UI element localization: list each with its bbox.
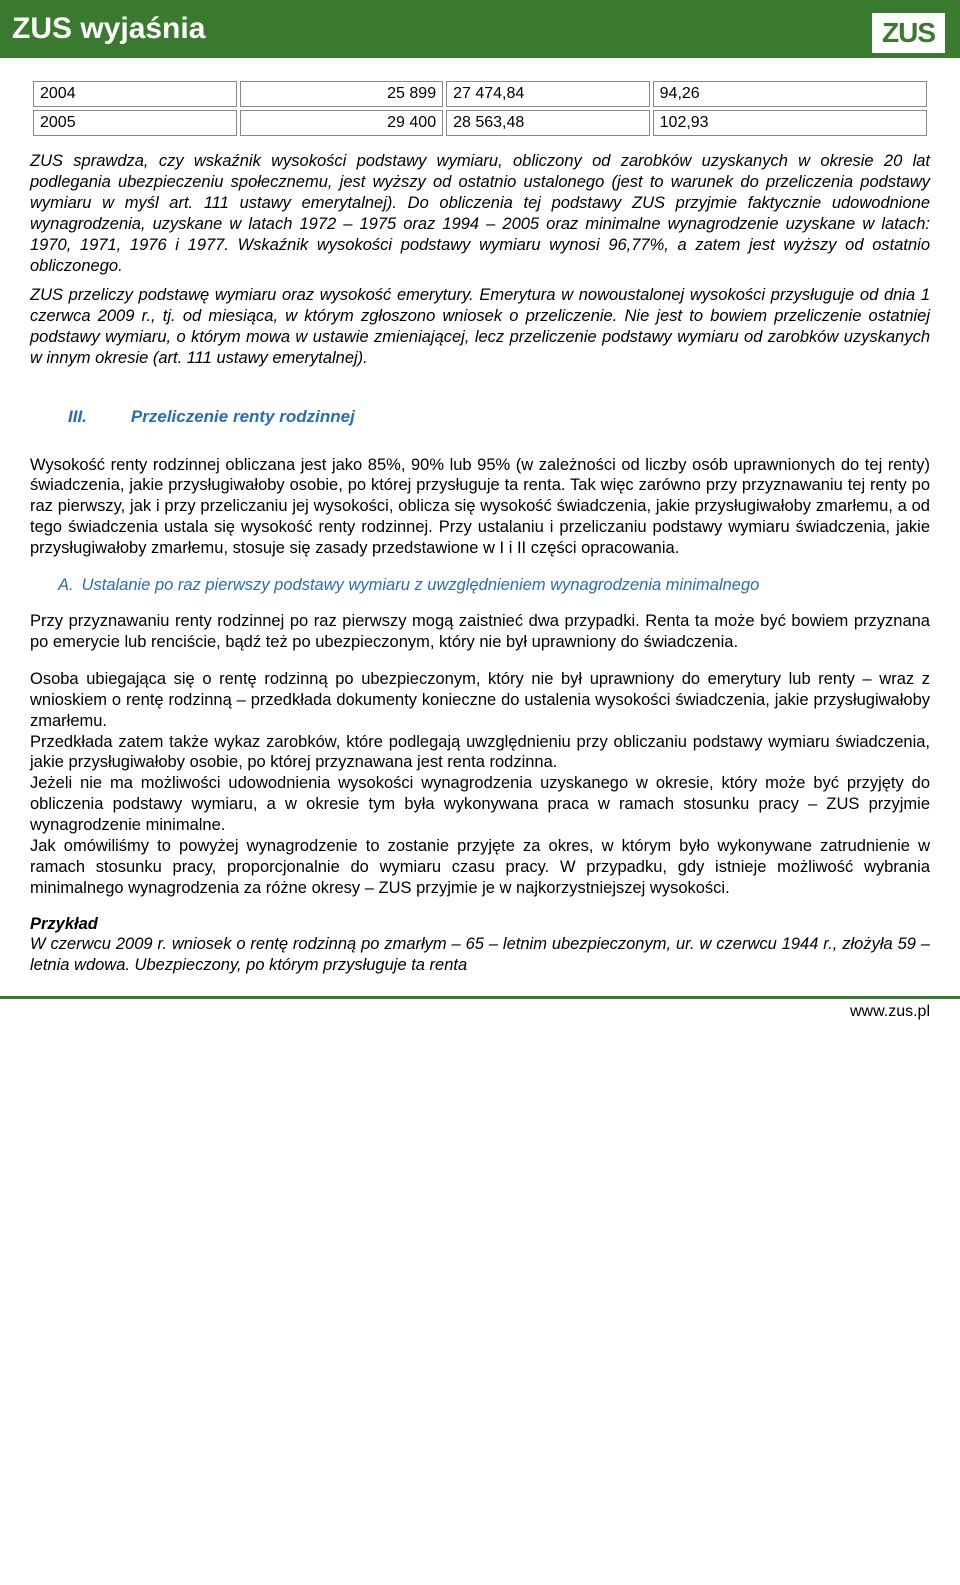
table-row: 2004 25 899 27 474,84 94,26 <box>33 81 927 107</box>
section-roman: III. <box>68 407 87 426</box>
table-cell: 27 474,84 <box>446 81 650 107</box>
data-table: 2004 25 899 27 474,84 94,26 2005 29 400 … <box>30 78 930 139</box>
paragraph: Przy przyznawaniu renty rodzinnej po raz… <box>30 611 930 653</box>
example-text: W czerwcu 2009 r. wniosek o rentę rodzin… <box>30 934 930 976</box>
table-cell: 25 899 <box>240 81 444 107</box>
table-cell: 94,26 <box>653 81 927 107</box>
header-title: ZUS wyjaśnia <box>12 12 205 46</box>
paragraph-part: Osoba ubiegająca się o rentę rodzinną po… <box>30 670 930 730</box>
section-title: Przeliczenie renty rodzinnej <box>131 407 355 426</box>
paragraph: Wysokość renty rodzinnej obliczana jest … <box>30 455 930 560</box>
section-heading: III. Przeliczenie renty rodzinnej <box>68 407 930 427</box>
content: 2004 25 899 27 474,84 94,26 2005 29 400 … <box>0 58 960 996</box>
table-cell: 28 563,48 <box>446 110 650 136</box>
paragraph-part: Jeżeli nie ma możliwości udowodnienia wy… <box>30 774 930 834</box>
table-cell: 2005 <box>33 110 237 136</box>
paragraph: ZUS przeliczy podstawę wymiaru oraz wyso… <box>30 285 930 369</box>
paragraph: ZUS sprawdza, czy wskaźnik wysokości pod… <box>30 151 930 277</box>
table-cell: 2004 <box>33 81 237 107</box>
table-row: 2005 29 400 28 563,48 102,93 <box>33 110 927 136</box>
logo: ZUS <box>869 10 948 56</box>
header: ZUS wyjaśnia ZUS <box>0 0 960 58</box>
subsection-marker: A. <box>58 576 74 594</box>
example-label: Przykład <box>30 915 930 934</box>
table-cell: 29 400 <box>240 110 444 136</box>
logo-text: ZUS <box>882 17 935 49</box>
paragraph-block: Osoba ubiegająca się o rentę rodzinną po… <box>30 669 930 899</box>
footer: www.zus.pl <box>0 999 960 1031</box>
paragraph-part: Przedkłada zatem także wykaz zarobków, k… <box>30 733 930 772</box>
paragraph-part: Jak omówiliśmy to powyżej wynagrodzenie … <box>30 837 930 897</box>
footer-url: www.zus.pl <box>850 1003 930 1020</box>
sub-heading: A. Ustalanie po raz pierwszy podstawy wym… <box>58 575 930 596</box>
subsection-title: Ustalanie po raz pierwszy podstawy wymia… <box>82 576 760 594</box>
table-cell: 102,93 <box>653 110 927 136</box>
